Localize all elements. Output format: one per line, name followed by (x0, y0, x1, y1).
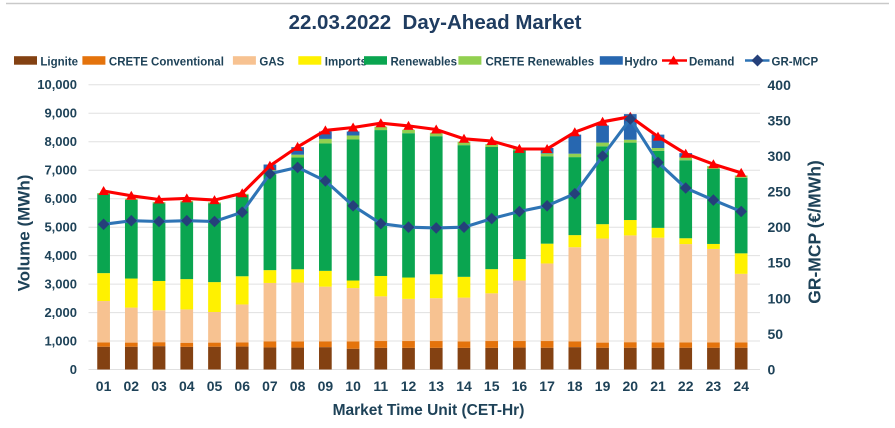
svg-text:22: 22 (678, 378, 694, 394)
svg-text:18: 18 (567, 378, 583, 394)
svg-text:400: 400 (768, 77, 792, 93)
svg-text:GAS: GAS (259, 57, 284, 69)
svg-text:2,000: 2,000 (44, 305, 77, 320)
svg-text:100: 100 (768, 290, 792, 306)
svg-text:CRETE Conventional: CRETE Conventional (109, 57, 224, 69)
svg-text:6,000: 6,000 (44, 191, 77, 206)
svg-text:17: 17 (539, 378, 555, 394)
svg-text:20: 20 (623, 378, 639, 394)
svg-text:GR-MCP (€/MWh): GR-MCP (€/MWh) (805, 160, 825, 304)
svg-text:14: 14 (456, 378, 472, 394)
svg-text:08: 08 (290, 378, 306, 394)
svg-text:21: 21 (650, 378, 666, 394)
svg-text:5,000: 5,000 (44, 220, 77, 235)
svg-text:13: 13 (428, 378, 444, 394)
svg-text:12: 12 (401, 378, 417, 394)
svg-text:24: 24 (733, 378, 749, 394)
svg-text:1,000: 1,000 (44, 333, 77, 348)
svg-text:0: 0 (768, 362, 776, 378)
svg-text:8,000: 8,000 (44, 134, 77, 149)
svg-text:19: 19 (595, 378, 611, 394)
svg-text:CRETE Renewables: CRETE Renewables (486, 57, 595, 69)
svg-text:50: 50 (768, 326, 784, 342)
svg-text:350: 350 (768, 112, 792, 128)
svg-text:09: 09 (318, 378, 334, 394)
svg-text:9,000: 9,000 (44, 106, 77, 121)
svg-text:3,000: 3,000 (44, 276, 77, 291)
svg-text:10: 10 (345, 378, 361, 394)
svg-text:22.03.2022 Day-Ahead Market: 22.03.2022 Day-Ahead Market (289, 11, 582, 34)
svg-text:250: 250 (768, 184, 792, 200)
svg-text:06: 06 (234, 378, 250, 394)
svg-text:11: 11 (373, 378, 388, 394)
svg-text:23: 23 (706, 378, 722, 394)
svg-text:0: 0 (70, 362, 77, 377)
svg-text:GR-MCP: GR-MCP (772, 57, 819, 69)
svg-text:02: 02 (124, 378, 140, 394)
svg-text:200: 200 (768, 219, 792, 235)
svg-text:300: 300 (768, 148, 792, 164)
svg-text:150: 150 (768, 255, 792, 271)
svg-text:Lignite: Lignite (40, 57, 78, 69)
svg-text:Market Time Unit (CET-Hr): Market Time Unit (CET-Hr) (333, 402, 525, 419)
svg-text:Volume (MWh): Volume (MWh) (15, 175, 34, 292)
svg-text:04: 04 (179, 378, 195, 394)
svg-text:16: 16 (512, 378, 528, 394)
svg-text:07: 07 (262, 378, 278, 394)
svg-text:Hydro: Hydro (624, 57, 657, 69)
svg-text:15: 15 (484, 378, 500, 394)
svg-text:05: 05 (207, 378, 223, 394)
svg-text:01: 01 (96, 378, 112, 394)
svg-text:Demand: Demand (689, 57, 734, 69)
svg-text:03: 03 (151, 378, 167, 394)
svg-text:Renewables: Renewables (391, 57, 457, 69)
svg-text:4,000: 4,000 (44, 248, 77, 263)
svg-text:7,000: 7,000 (44, 163, 77, 178)
svg-text:10,000: 10,000 (37, 77, 77, 92)
svg-text:Imports: Imports (325, 57, 367, 69)
